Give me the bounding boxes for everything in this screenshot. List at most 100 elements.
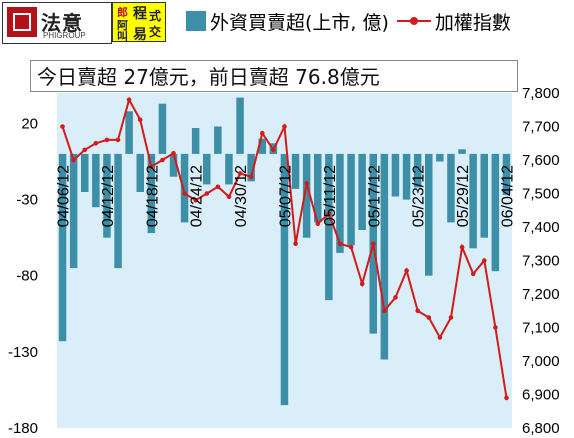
left-tick-label: -180 bbox=[8, 420, 38, 437]
index-point-05/18/12 bbox=[382, 308, 387, 314]
left-tick-label: -130 bbox=[8, 344, 38, 361]
right-tick-label: 7,300 bbox=[522, 253, 560, 270]
index-point-04/11/12 bbox=[93, 141, 99, 146]
bar-05/09/12 bbox=[302, 153, 311, 238]
right-tick-label: 6,900 bbox=[522, 387, 560, 404]
index-point-04/06/12 bbox=[60, 124, 65, 129]
bar-06/01/12 bbox=[491, 153, 500, 272]
x-tick-label: 04/18/12 bbox=[144, 165, 161, 227]
bar-05/14/12 bbox=[336, 153, 344, 253]
right-tick-label: 7,200 bbox=[522, 286, 560, 303]
left-tick-label: -30 bbox=[16, 192, 38, 209]
x-tick-label: 05/11/12 bbox=[322, 165, 339, 226]
index-point-05/23/12 bbox=[415, 308, 421, 314]
legend-bar-label: 外資買賣超(上市, 億) bbox=[210, 11, 389, 34]
bar-05/10/12 bbox=[314, 153, 322, 223]
logo-right-char: 叫 bbox=[117, 30, 128, 43]
index-point-05/25/12 bbox=[437, 335, 443, 340]
line-series bbox=[60, 97, 509, 401]
bar-05/03/12 bbox=[258, 138, 266, 154]
bar-05/08/12 bbox=[291, 153, 300, 189]
bar-05/29/12 bbox=[458, 149, 466, 154]
right-tick-label: 7,400 bbox=[522, 219, 560, 236]
right-axis: 7,800 7,700 7,600 7,500 7,400 7,300 7,200 7,100… bbox=[522, 85, 560, 437]
x-tick-label: 04/24/12 bbox=[189, 165, 206, 227]
bar-05/23/12 bbox=[413, 153, 422, 188]
index-point-06/01/12 bbox=[493, 325, 498, 330]
net-sell-note: 今日賣超 27億元，前日賣超 76.8億元 bbox=[30, 60, 518, 92]
legend-line-label: 加權指數 bbox=[434, 11, 511, 34]
index-point-05/04/12 bbox=[271, 147, 276, 153]
index-point-04/25/12 bbox=[204, 191, 210, 196]
bar-05/15/12 bbox=[347, 153, 355, 246]
index-point-05/16/12 bbox=[359, 281, 365, 287]
bar-05/31/12 bbox=[480, 153, 488, 238]
bar-04/19/12 bbox=[158, 103, 167, 154]
bar-05/16/12 bbox=[358, 153, 366, 230]
bar-04/18/12 bbox=[147, 153, 156, 234]
x-tick-label: 06/04/12 bbox=[500, 165, 517, 227]
index-point-04/30/12 bbox=[237, 171, 243, 176]
left-tick-label: -80 bbox=[16, 268, 38, 285]
legend-bar-swatch bbox=[186, 11, 206, 31]
index-point-04/10/12 bbox=[82, 147, 87, 153]
index-point-05/31/12 bbox=[482, 258, 487, 263]
bar-06/04/12 bbox=[502, 153, 511, 195]
right-tick-label: 7,800 bbox=[522, 85, 560, 102]
index-point-05/15/12 bbox=[348, 244, 354, 250]
index-point-05/14/12 bbox=[337, 241, 343, 247]
index-point-05/29/12 bbox=[459, 244, 465, 250]
bar-04/17/12 bbox=[136, 153, 144, 192]
index-point-04/12/12 bbox=[104, 137, 110, 143]
x-tick-label: 05/07/12 bbox=[278, 165, 295, 227]
index-point-05/02/12 bbox=[248, 174, 254, 180]
bar-04/16/12 bbox=[125, 111, 133, 154]
index-point-05/09/12 bbox=[304, 181, 310, 186]
logo-right-char: 郎 bbox=[117, 6, 128, 19]
bar-04/30/12 bbox=[236, 97, 244, 154]
left-tick-label: 20 bbox=[21, 116, 38, 133]
index-point-05/10/12 bbox=[315, 221, 321, 226]
bar-05/11/12 bbox=[325, 153, 333, 301]
index-point-05/30/12 bbox=[470, 271, 476, 277]
right-tick-label: 7,100 bbox=[522, 320, 560, 337]
logo-right-char: 程 bbox=[133, 6, 147, 22]
x-tick-label: 04/12/12 bbox=[100, 165, 117, 227]
legend-line-swatch bbox=[396, 11, 431, 31]
index-point-05/08/12 bbox=[293, 241, 298, 247]
bar-05/18/12 bbox=[380, 153, 389, 360]
bar-05/30/12 bbox=[469, 153, 477, 249]
index-point-06/04/12 bbox=[504, 395, 509, 401]
bar-04/06/12 bbox=[58, 153, 67, 342]
index-point-05/11/12 bbox=[326, 211, 332, 216]
index-point-04/09/12 bbox=[71, 157, 76, 163]
x-tick-labels: 04/06/12 04/12/12 04/18/12 04/24/12 04/30/12… bbox=[56, 165, 517, 227]
bar-04/09/12 bbox=[69, 153, 78, 269]
bar-05/21/12 bbox=[391, 153, 400, 197]
index-point-05/17/12 bbox=[371, 241, 376, 247]
bar-05/25/12 bbox=[436, 153, 444, 162]
logo-left-sub: PHIGROUP bbox=[43, 31, 86, 40]
index-point-04/26/12 bbox=[215, 184, 221, 190]
bar-04/13/12 bbox=[114, 153, 122, 269]
right-tick-label: 6,800 bbox=[522, 420, 560, 437]
bar-05/24/12 bbox=[425, 153, 433, 276]
logo-right-char: 易 bbox=[133, 27, 147, 43]
index-point-04/27/12 bbox=[226, 194, 232, 200]
index-point-05/24/12 bbox=[426, 315, 432, 320]
index-point-04/18/12 bbox=[149, 164, 154, 169]
bar-05/28/12 bbox=[447, 153, 455, 223]
bar-04/20/12 bbox=[169, 153, 178, 177]
x-tick-label: 05/17/12 bbox=[366, 165, 383, 227]
bar-04/23/12 bbox=[180, 153, 189, 223]
logo-right-char: 交 bbox=[149, 25, 162, 39]
bar-05/02/12 bbox=[247, 153, 255, 182]
index-point-05/07/12 bbox=[282, 124, 287, 129]
x-tick-label: 04/06/12 bbox=[56, 165, 73, 227]
right-tick-label: 7,500 bbox=[522, 186, 560, 203]
right-tick-label: 7,700 bbox=[522, 119, 560, 136]
x-tick-label: 04/30/12 bbox=[233, 165, 250, 227]
logo-right-char: 式 bbox=[149, 9, 162, 23]
index-point-04/19/12 bbox=[160, 157, 165, 163]
